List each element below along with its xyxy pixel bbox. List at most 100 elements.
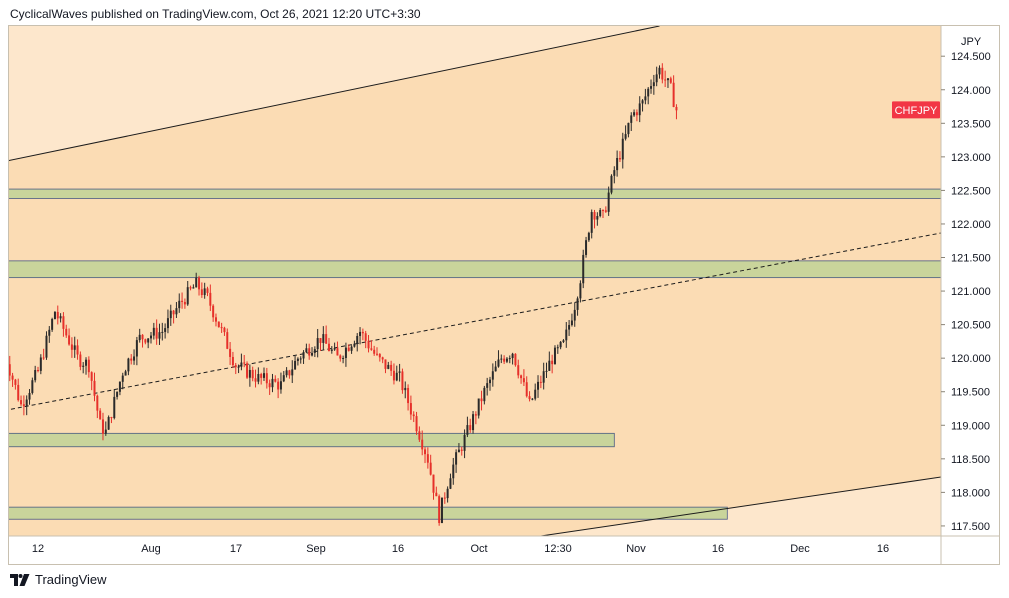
symbol-label: CHFJPY — [895, 105, 938, 117]
x-tick-label-Nov: Nov — [626, 543, 646, 555]
candle-body-202 — [573, 309, 576, 321]
candle-body-168 — [477, 398, 480, 416]
candle-body-34 — [99, 410, 102, 420]
candle-body-99 — [282, 375, 285, 382]
candle-body-36 — [104, 429, 107, 434]
candle-body-4 — [14, 379, 17, 385]
candle-body-223 — [633, 112, 636, 116]
candle-body-66 — [189, 287, 192, 289]
candle-body-103 — [294, 360, 297, 370]
candle-body-25 — [73, 345, 76, 350]
candle-body-69 — [198, 277, 201, 290]
candle-body-157 — [446, 488, 449, 499]
candle-body-153 — [435, 492, 438, 497]
candle-body-140 — [398, 371, 401, 373]
midline[interactable] — [4, 220, 1009, 411]
candle-body-53 — [152, 327, 155, 336]
candle-body-54 — [155, 327, 158, 339]
y-tick-label-119.000: 119.000 — [951, 420, 990, 432]
zone-121.3[interactable] — [4, 260, 941, 279]
zone-122.5[interactable] — [4, 188, 941, 199]
candle-body-186 — [528, 396, 531, 400]
x-tick-label-Dec: Dec — [790, 543, 810, 555]
candle-body-73 — [209, 292, 212, 306]
candle-body-68 — [195, 277, 198, 288]
candle-body-110 — [313, 349, 316, 353]
candle-body-156 — [443, 497, 446, 499]
candle-body-131 — [373, 349, 376, 354]
candle-body-228 — [647, 88, 650, 97]
zone-118.8[interactable] — [4, 432, 615, 448]
candle-body-108 — [308, 348, 311, 356]
candle-body-49 — [141, 334, 144, 340]
candle-body-155 — [440, 497, 443, 523]
candle-body-148 — [421, 439, 424, 450]
candle-body-183 — [520, 375, 523, 379]
candle-body-123 — [350, 346, 353, 351]
candle-body-126 — [359, 331, 362, 336]
y-tick-label-123.500: 123.500 — [951, 118, 991, 130]
candle-body-195 — [553, 347, 556, 365]
candle-body-129 — [367, 340, 370, 349]
candle-body-38 — [110, 417, 113, 419]
candle-body-165 — [469, 425, 472, 431]
y-tick-label-121.000: 121.000 — [951, 286, 991, 298]
candle-body-42 — [121, 375, 124, 382]
candle-body-161 — [457, 449, 460, 453]
candle-body-15 — [45, 335, 48, 358]
x-tick-label-12:30: 12:30 — [544, 543, 572, 555]
candle-body-75 — [214, 317, 217, 322]
candle-body-29 — [85, 359, 88, 366]
candle-body-163 — [463, 434, 466, 451]
candle-body-122 — [347, 347, 350, 351]
candle-body-219 — [621, 138, 624, 160]
candle-body-0 — [3, 351, 5, 352]
candle-body-115 — [327, 343, 330, 351]
candle-body-236 — [669, 78, 672, 83]
candle-body-217 — [616, 157, 619, 171]
x-tick-label-Sep: Sep — [306, 543, 326, 555]
candle-body-199 — [565, 329, 568, 341]
candle-body-175 — [497, 359, 500, 367]
candle-body-204 — [579, 283, 582, 299]
footer-brand: TradingView — [10, 572, 107, 587]
candle-body-51 — [147, 338, 150, 343]
candle-body-41 — [118, 381, 121, 392]
publish-info: CyclicalWaves published on TradingView.c… — [10, 7, 421, 21]
channel-area — [9, 26, 941, 536]
candle-body-206 — [585, 240, 588, 255]
candle-body-150 — [426, 454, 429, 463]
candle-body-226 — [641, 100, 644, 104]
candle-body-9 — [28, 392, 31, 400]
candle-body-76 — [217, 321, 220, 328]
y-tick-label-117.500: 117.500 — [951, 521, 990, 533]
zone-117.8[interactable] — [4, 506, 728, 520]
candle-body-17 — [51, 319, 54, 330]
candle-body-212 — [602, 210, 604, 212]
candle-body-67 — [192, 287, 195, 289]
channel-lower[interactable] — [540, 467, 1009, 536]
candle-body-94 — [268, 383, 271, 388]
candle-body-118 — [336, 348, 339, 356]
currency-label: JPY — [961, 36, 982, 48]
candle-body-200 — [568, 325, 571, 330]
candle-body-44 — [127, 358, 130, 372]
y-tick-label-122.500: 122.500 — [951, 185, 991, 197]
candle-body-62 — [178, 300, 181, 309]
x-tick-label-17: 17 — [230, 543, 242, 555]
candle-body-164 — [466, 425, 469, 435]
candle-body-74 — [212, 305, 215, 318]
candle-body-221 — [627, 122, 630, 135]
candle-body-136 — [387, 364, 390, 369]
candle-body-185 — [525, 382, 528, 397]
candle-body-191 — [542, 371, 545, 383]
candle-body-144 — [409, 403, 412, 415]
candle-body-146 — [415, 416, 418, 432]
candle-body-81 — [231, 356, 234, 366]
candle-body-20 — [59, 316, 62, 319]
candle-body-35 — [101, 419, 104, 434]
candle-body-98 — [279, 381, 282, 390]
candle-body-215 — [610, 175, 613, 193]
channel-upper[interactable] — [4, 26, 660, 162]
